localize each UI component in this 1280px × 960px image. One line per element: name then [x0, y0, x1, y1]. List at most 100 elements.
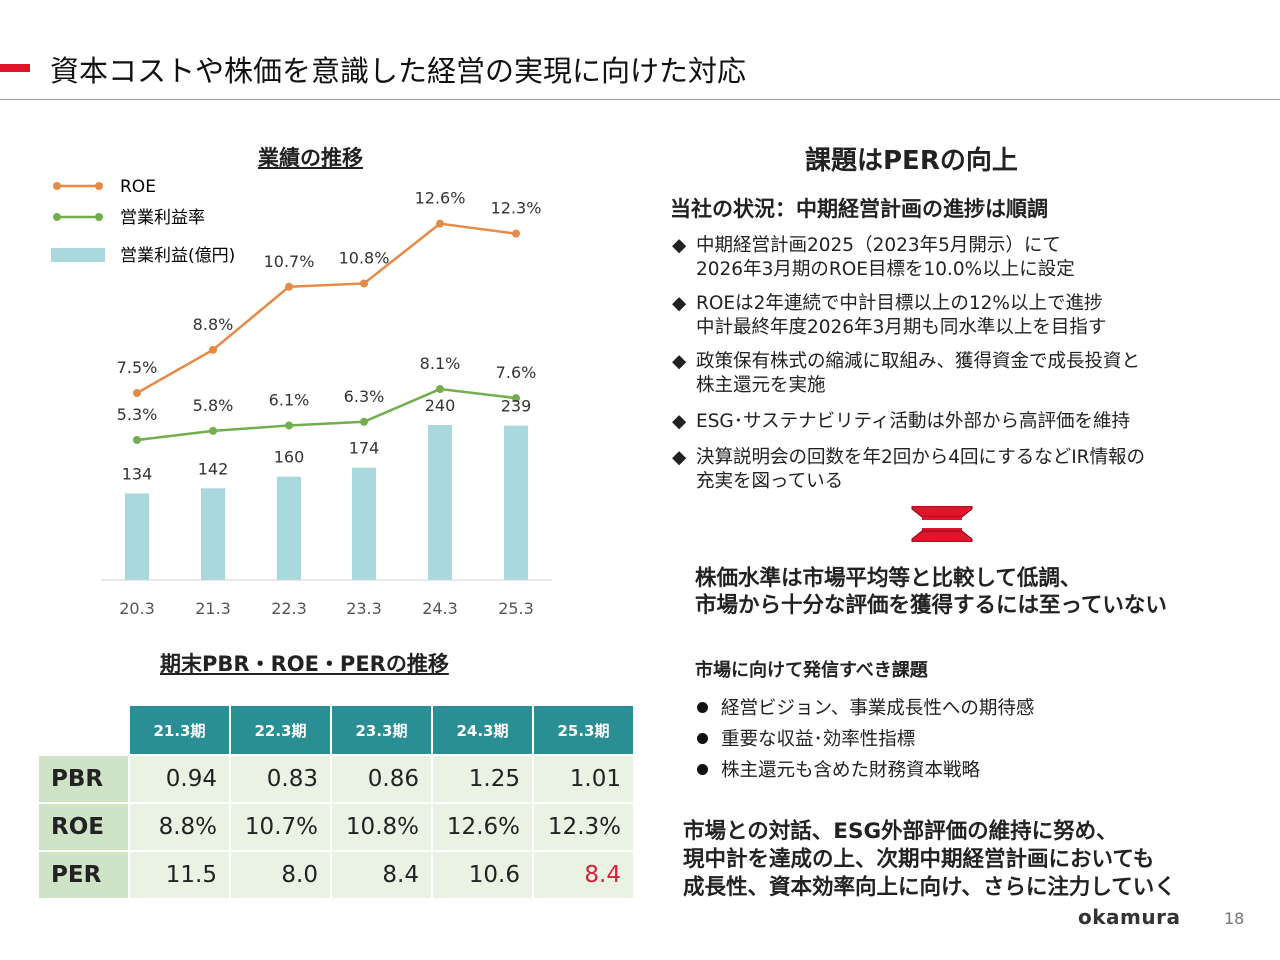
column-header: 22.3期 — [229, 704, 332, 756]
line-value-label: 6.3% — [344, 387, 385, 406]
line-series — [133, 219, 520, 444]
diamond-bullet-icon: ◆ — [672, 411, 687, 432]
conclusion-line: 市場から十分な評価を獲得するには至っていない — [695, 593, 1167, 618]
closing-line: 市場との対話、ESG外部評価の維持に努め、 — [683, 819, 1118, 844]
conclusion-text: 株価水準は市場平均等と比較して低調、 市場から十分な評価を獲得するには至っていな… — [695, 565, 1167, 619]
x-tick-label: 20.3 — [119, 599, 155, 618]
table-cell: 12.3% — [532, 802, 635, 852]
market-item: 重要な収益･効率性指標 — [697, 725, 915, 751]
bar-series — [125, 425, 528, 580]
page-title: 資本コストや株価を意識した経営の実現に向けた対応 — [50, 54, 747, 88]
series-point — [436, 219, 444, 228]
table-cell: 12.6% — [431, 802, 534, 852]
line-value-label: 8.8% — [193, 315, 234, 334]
table-cell: 0.94 — [128, 754, 231, 804]
line-value-label: 5.3% — [117, 405, 158, 424]
bullet-dot-icon — [697, 732, 708, 744]
bullet-text-cont: 2026年3月期のROE目標を10.0%以上に設定 — [696, 259, 1075, 280]
status-bullet-3: ◆ 政策保有株式の縮減に取組み、獲得資金で成長投資と 株主還元を実施 — [672, 350, 1140, 398]
series-point — [133, 436, 141, 444]
bar — [201, 488, 225, 580]
bar-value-label: 142 — [198, 459, 229, 478]
table-title: 期末PBR・ROE・PERの推移 — [160, 652, 449, 676]
bullet-text: 政策保有株式の縮減に取組み、獲得資金で成長投資と — [696, 351, 1141, 372]
bar — [125, 493, 149, 580]
title-divider — [0, 99, 1280, 100]
opposing-arrows-icon — [911, 506, 973, 542]
bullet-dot-icon — [697, 701, 708, 713]
closing-line: 成長性、資本効率向上に向け、さらに注力していく — [683, 875, 1176, 900]
right-heading: 課題はPERの向上 — [805, 146, 1018, 176]
bar — [504, 425, 528, 580]
market-item: 経営ビジョン、事業成長性への期待感 — [697, 694, 1034, 720]
row-label: PER — [37, 850, 130, 900]
line-value-label: 12.3% — [491, 199, 542, 218]
x-tick-label: 25.3 — [498, 599, 534, 618]
table-cell: 8.4 — [330, 850, 433, 900]
bar-value-label: 174 — [349, 439, 380, 458]
line-value-label: 8.1% — [420, 354, 461, 373]
series-point — [436, 385, 444, 394]
bar — [352, 467, 376, 580]
bar — [277, 476, 301, 580]
table-row-per: PER 11.5 8.0 8.4 10.6 8.4 — [37, 850, 635, 900]
table-row-roe: ROE 8.8% 10.7% 10.8% 12.6% 12.3% — [37, 802, 635, 852]
diamond-bullet-icon: ◆ — [672, 351, 687, 372]
series-point — [209, 345, 217, 354]
line-value-label: 10.8% — [339, 248, 390, 267]
conclusion-line: 株価水準は市場平均等と比較して低調、 — [695, 566, 1082, 591]
table-cell: 10.6 — [431, 850, 534, 900]
title-accent-bar — [0, 64, 30, 72]
line-value-label: 7.5% — [117, 358, 158, 377]
series-point — [209, 426, 217, 435]
x-tick-label: 22.3 — [271, 599, 307, 618]
line-value-label: 10.7% — [264, 252, 315, 271]
table-cell: 1.01 — [532, 754, 635, 804]
status-heading: 当社の状況：中期経営計画の進捗は順調 — [670, 197, 1048, 221]
legend-label: 営業利益率 — [120, 208, 205, 228]
table-cell: 11.5 — [128, 850, 231, 900]
bullet-text-cont: 株主還元を実施 — [696, 375, 826, 396]
closing-statement: 市場との対話、ESG外部評価の維持に努め、 現中計を達成の上、次期中期経営計画に… — [683, 818, 1176, 902]
legend-swatch — [51, 248, 105, 262]
x-tick-label: 23.3 — [346, 599, 382, 618]
series-point — [285, 282, 293, 291]
table-cell-highlighted: 8.4 — [532, 850, 635, 900]
line-value-label: 6.1% — [269, 390, 310, 409]
legend-label: 営業利益(億円) — [120, 246, 235, 266]
market-item-text: 株主還元も含めた財務資本戦略 — [721, 760, 981, 781]
column-header: 24.3期 — [431, 704, 534, 756]
table-cell: 1.25 — [431, 754, 534, 804]
line-value-label: 7.6% — [496, 363, 537, 382]
table-cell: 0.86 — [330, 754, 433, 804]
diamond-bullet-icon: ◆ — [672, 293, 687, 314]
market-item: 株主還元も含めた財務資本戦略 — [697, 756, 980, 782]
bar-value-label: 134 — [122, 464, 153, 483]
diamond-bullet-icon: ◆ — [672, 447, 687, 468]
bar — [428, 425, 452, 580]
series-point — [512, 229, 520, 238]
series-point — [285, 421, 293, 430]
legend-marker — [95, 213, 103, 221]
pbr-roe-per-table: 21.3期 22.3期 23.3期 24.3期 25.3期 PBR 0.94 0… — [37, 704, 635, 900]
status-bullet-4: ◆ ESG･サステナビリティ活動は外部から高評価を維持 — [672, 410, 1130, 434]
legend-marker — [53, 213, 61, 221]
column-header: 21.3期 — [128, 704, 231, 756]
table-cell: 10.7% — [229, 802, 332, 852]
status-bullet-1: ◆ 中期経営計画2025（2023年5月開示）にて 2026年3月期のROE目標を… — [672, 234, 1075, 282]
column-header: 25.3期 — [532, 704, 635, 756]
table-cell: 8.0 — [229, 850, 332, 900]
legend-marker — [95, 182, 103, 190]
table-row-pbr: PBR 0.94 0.83 0.86 1.25 1.01 — [37, 754, 635, 804]
market-item-text: 重要な収益･効率性指標 — [721, 729, 916, 750]
series-point — [512, 394, 520, 403]
table-corner-cell — [37, 704, 130, 756]
line-value-label: 12.6% — [415, 189, 466, 208]
series-line — [136, 222, 517, 395]
data-labels: 134 142 160 174 240 239 7.5% 8.8% 10.7% 10.8% 12.6… — [117, 189, 542, 484]
bar-value-label: 240 — [425, 396, 456, 415]
status-bullet-5: ◆ 決算説明会の回数を年2回から4回にするなどIR情報の 充実を図っている — [672, 446, 1145, 494]
table-cell: 0.83 — [229, 754, 332, 804]
